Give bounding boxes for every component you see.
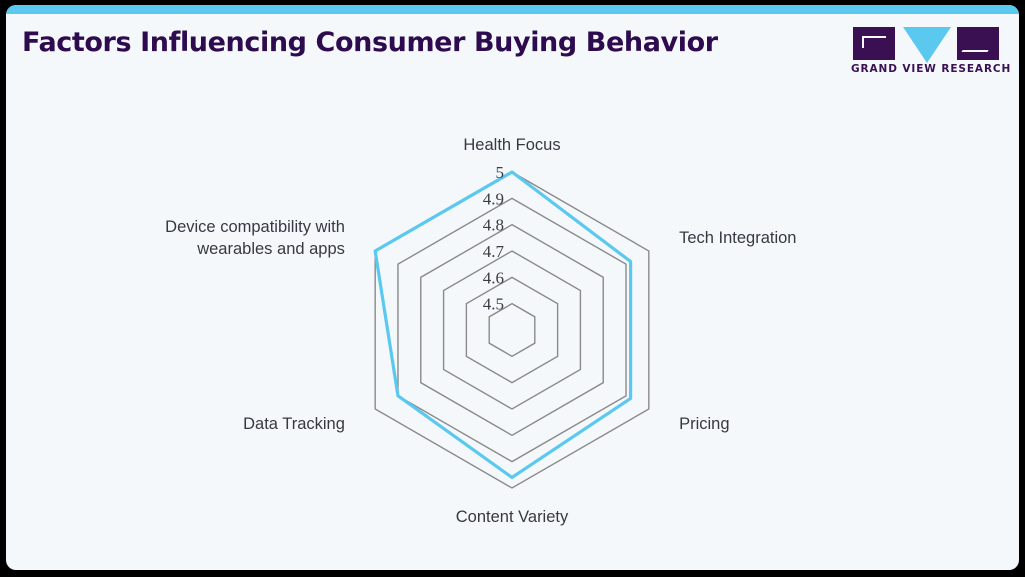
axis-label-tech-integration: Tech Integration xyxy=(679,229,796,247)
axis-label-pricing: Pricing xyxy=(679,415,729,433)
axis-label-device-compatibility-with-wearables-and-apps: Device compatibility with wearables and a… xyxy=(165,218,345,258)
logo-v-icon xyxy=(903,27,951,63)
chart-card: Factors Influencing Consumer Buying Beha… xyxy=(6,5,1019,570)
grand-view-research-logo: GRAND VIEW RESEARCH xyxy=(851,27,1012,82)
accent-top-bar xyxy=(6,5,1019,14)
radar-grid-ring-4.7 xyxy=(442,250,582,410)
header: Factors Influencing Consumer Buying Beha… xyxy=(6,14,1019,89)
radial-tick-label: 4.7 xyxy=(483,242,505,261)
radial-tick-label: 5 xyxy=(496,163,505,182)
radar-grid-ring-4.6 xyxy=(465,276,559,384)
axis-labels: Health Focus Tech Integration Pricing Conte… xyxy=(165,136,796,526)
axis-label-content-variety: Content Variety xyxy=(456,508,569,526)
radar-grid-ring-4.5 xyxy=(488,302,536,358)
radar-grid-ring-4.9 xyxy=(397,197,627,463)
page-title: Factors Influencing Consumer Buying Beha… xyxy=(22,27,718,58)
radar-grid xyxy=(374,171,650,489)
axis-label-data-tracking: Data Tracking xyxy=(243,415,345,433)
radial-tick-label: 4.6 xyxy=(483,268,504,287)
radar-grid-ring-4.8 xyxy=(420,223,604,437)
radar-series xyxy=(373,170,633,480)
radial-tick-label: 4.8 xyxy=(483,216,504,235)
radar-chart: 5 4.9 4.8 4.7 4.6 4.5 Health Focus Tech Integr… xyxy=(6,89,1019,570)
radar-grid-ring-5 xyxy=(374,171,650,489)
logo-mark xyxy=(851,27,1001,63)
axis-label-health-focus: Health Focus xyxy=(463,136,560,154)
logo-r-icon xyxy=(957,27,999,60)
radar-chart-svg: 5 4.9 4.8 4.7 4.6 4.5 Health Focus Tech Integr… xyxy=(165,136,796,526)
radial-tick-label: 4.5 xyxy=(483,295,504,314)
logo-wordmark: GRAND VIEW RESEARCH xyxy=(851,63,1012,75)
radar-series-polygon xyxy=(373,170,633,480)
radial-tick-label: 4.9 xyxy=(483,189,504,208)
radial-tick-labels: 5 4.9 4.8 4.7 4.6 4.5 xyxy=(483,163,505,314)
logo-g-icon xyxy=(853,27,895,60)
